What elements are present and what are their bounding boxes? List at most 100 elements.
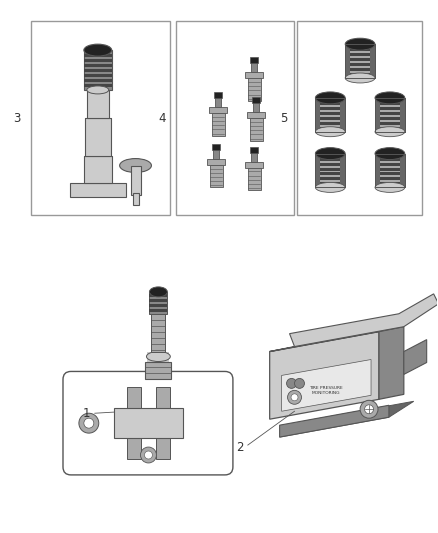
Bar [315,173,345,175]
Bar [315,167,345,171]
Bar [315,154,345,188]
Bar [31,21,170,215]
Bar [84,69,112,72]
Bar [248,78,261,101]
Bar [250,118,263,141]
Bar [345,44,375,78]
Text: 2: 2 [236,441,244,454]
Ellipse shape [375,182,405,192]
Ellipse shape [345,73,375,83]
Bar [345,73,375,76]
Polygon shape [282,360,371,411]
Bar [247,112,265,118]
Bar [315,122,345,125]
Ellipse shape [315,92,345,104]
Bar [214,92,222,98]
Text: 5: 5 [280,112,287,125]
Bar [84,74,112,77]
FancyBboxPatch shape [63,372,233,475]
Bar [375,98,405,132]
Bar [85,118,111,156]
Bar [315,102,345,105]
Bar [375,154,380,188]
Circle shape [288,390,301,404]
Ellipse shape [315,182,345,192]
Bar [315,107,345,110]
Bar [375,117,405,120]
Bar [375,173,405,175]
Bar [149,292,167,314]
Bar [84,50,112,90]
Bar [400,98,405,132]
Polygon shape [404,340,427,375]
Bar [375,102,405,105]
Polygon shape [290,294,438,346]
Bar [251,149,257,161]
Bar [315,98,345,132]
Bar [315,158,345,160]
Bar [315,154,345,188]
Bar [370,44,375,78]
Bar [245,72,263,78]
Bar [84,84,112,87]
Ellipse shape [146,352,170,361]
Text: 4: 4 [159,112,166,125]
Ellipse shape [87,86,109,94]
Circle shape [79,413,99,433]
Circle shape [364,405,374,414]
Circle shape [291,394,298,401]
Bar [87,90,109,118]
Bar [207,158,225,165]
Bar [248,167,261,190]
Bar [149,294,167,297]
Ellipse shape [345,38,375,50]
Bar [149,299,167,302]
Bar [375,163,405,166]
Bar [297,21,422,215]
Ellipse shape [149,287,167,297]
Bar [375,182,405,185]
Bar [375,154,405,188]
Polygon shape [270,327,404,352]
Ellipse shape [120,158,152,173]
Bar [149,304,167,307]
Bar [345,44,375,78]
Bar [70,183,126,197]
Bar [340,98,345,132]
Bar [375,167,405,171]
Ellipse shape [375,127,405,136]
Bar [375,127,405,130]
Bar [149,309,167,312]
Polygon shape [279,405,389,437]
Bar [345,53,375,56]
Bar [345,44,350,78]
Bar [315,117,345,120]
Bar [176,21,293,215]
Bar [315,127,345,130]
Ellipse shape [315,127,345,136]
Bar [400,154,405,188]
Bar [315,177,345,181]
Bar [84,59,112,62]
Text: TIRE PRESSURE
MONITORING: TIRE PRESSURE MONITORING [309,386,343,394]
Ellipse shape [84,44,112,56]
Circle shape [286,378,297,389]
Text: 3: 3 [14,112,21,125]
Circle shape [145,451,152,459]
Polygon shape [270,332,379,419]
Ellipse shape [315,148,345,159]
Circle shape [84,418,94,428]
Text: 1: 1 [83,407,91,419]
Bar [133,193,138,205]
Bar [315,112,345,115]
Bar [131,166,141,196]
Bar [251,59,257,72]
Bar [152,314,165,352]
Bar [375,107,405,110]
Bar [375,98,380,132]
Bar [252,97,260,103]
Bar [375,122,405,125]
Bar [345,63,375,66]
Circle shape [294,378,304,389]
Bar [212,144,220,150]
